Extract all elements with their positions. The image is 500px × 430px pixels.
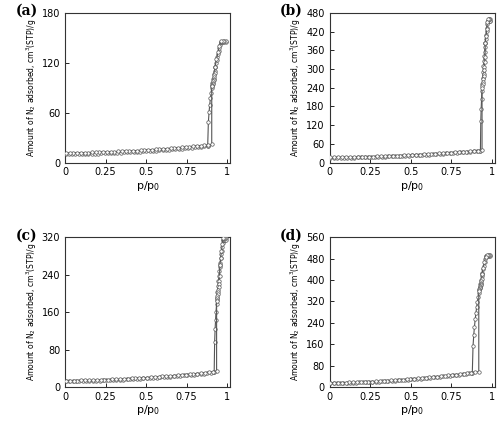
X-axis label: p/p$_0$: p/p$_0$ [136,179,160,193]
Y-axis label: Amount of N$_2$ adsorbed, cm$^3$(STP)/g: Amount of N$_2$ adsorbed, cm$^3$(STP)/g [24,243,39,381]
Y-axis label: Amount of N$_2$ adsorbed, cm$^3$(STP)/g: Amount of N$_2$ adsorbed, cm$^3$(STP)/g [289,243,304,381]
Text: (a): (a) [16,4,38,18]
Y-axis label: Amount of N$_2$ adsorbed, cm$^3$(STP)/g: Amount of N$_2$ adsorbed, cm$^3$(STP)/g [289,18,304,157]
Text: (b): (b) [280,4,303,18]
X-axis label: p/p$_0$: p/p$_0$ [136,403,160,417]
Y-axis label: Amount of N$_2$ adsorbed, cm$^3$(STP)/g: Amount of N$_2$ adsorbed, cm$^3$(STP)/g [24,18,39,157]
Text: (d): (d) [280,228,303,243]
X-axis label: p/p$_0$: p/p$_0$ [400,403,424,417]
X-axis label: p/p$_0$: p/p$_0$ [400,179,424,193]
Text: (c): (c) [16,228,37,243]
